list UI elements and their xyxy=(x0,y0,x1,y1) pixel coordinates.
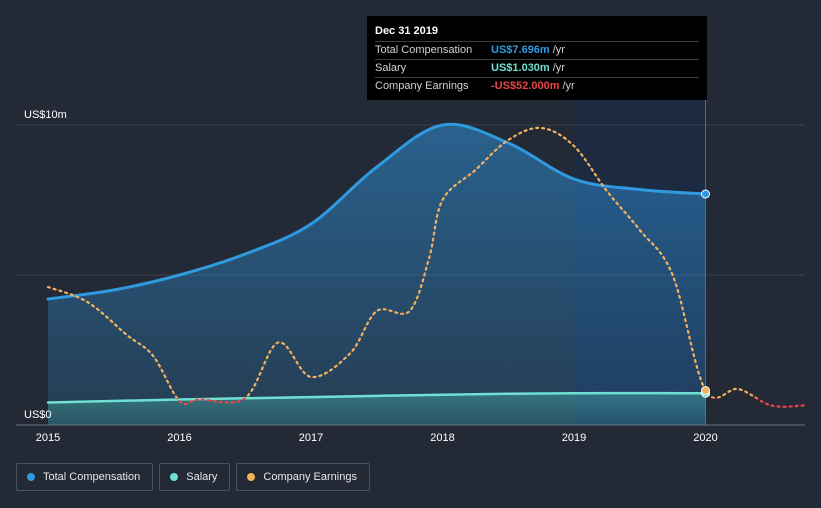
total-compensation-area xyxy=(48,124,706,425)
legend-item-company-earnings[interactable]: Company Earnings xyxy=(236,463,370,491)
legend-label: Total Compensation xyxy=(43,471,141,483)
x-tick-label: 2020 xyxy=(693,432,717,444)
x-tick-label: 2019 xyxy=(562,432,586,444)
tooltip-row-salary: Salary US$1.030m /yr xyxy=(375,59,699,77)
total-compensation-line xyxy=(46,122,707,301)
legend-item-salary[interactable]: Salary xyxy=(159,463,231,491)
tooltip-row-unit: /yr xyxy=(562,80,575,92)
company-earnings-negative-line xyxy=(175,398,806,408)
tooltip-date: Dec 31 2019 xyxy=(375,25,438,37)
legend-item-total-compensation[interactable]: Total Compensation xyxy=(16,463,154,491)
legend-label: Salary xyxy=(186,471,218,483)
tooltip-row-value: US$7.696m xyxy=(491,44,550,56)
tooltip-row-unit: /yr xyxy=(552,62,565,74)
y-tick-label: US$0 xyxy=(24,409,52,421)
legend-dot-icon xyxy=(247,473,256,481)
total-compensation-point xyxy=(701,189,710,199)
x-tick-label: 2015 xyxy=(36,432,60,444)
tooltip-row-unit: /yr xyxy=(552,44,565,56)
tooltip-row-label: Company Earnings xyxy=(375,80,469,92)
chart-tooltip: Dec 31 2019 Total Compensation US$7.696m… xyxy=(367,16,707,100)
salary-area xyxy=(48,393,706,425)
company-earnings-line xyxy=(46,126,759,398)
chart-legend: Total Compensation Salary Company Earnin… xyxy=(16,463,370,491)
tooltip-row-company-earnings: Company Earnings -US$52.000m /yr xyxy=(375,77,699,95)
tooltip-row-value: US$1.030m xyxy=(491,62,550,74)
tooltip-row-value: -US$52.000m xyxy=(491,80,560,92)
y-tick-label: US$10m xyxy=(24,109,67,121)
tooltip-row-total-compensation: Total Compensation US$7.696m /yr xyxy=(375,41,699,59)
tooltip-row-label: Salary xyxy=(375,62,407,74)
x-tick-label: 2017 xyxy=(299,432,323,444)
legend-dot-icon xyxy=(27,473,35,481)
salary-line xyxy=(46,391,707,404)
tooltip-row-label: Total Compensation xyxy=(375,44,473,56)
legend-dot-icon xyxy=(170,473,179,481)
legend-label: Company Earnings xyxy=(263,471,357,483)
company-earnings-point xyxy=(701,386,710,395)
x-tick-label: 2018 xyxy=(430,432,454,444)
x-tick-label: 2016 xyxy=(167,432,191,444)
